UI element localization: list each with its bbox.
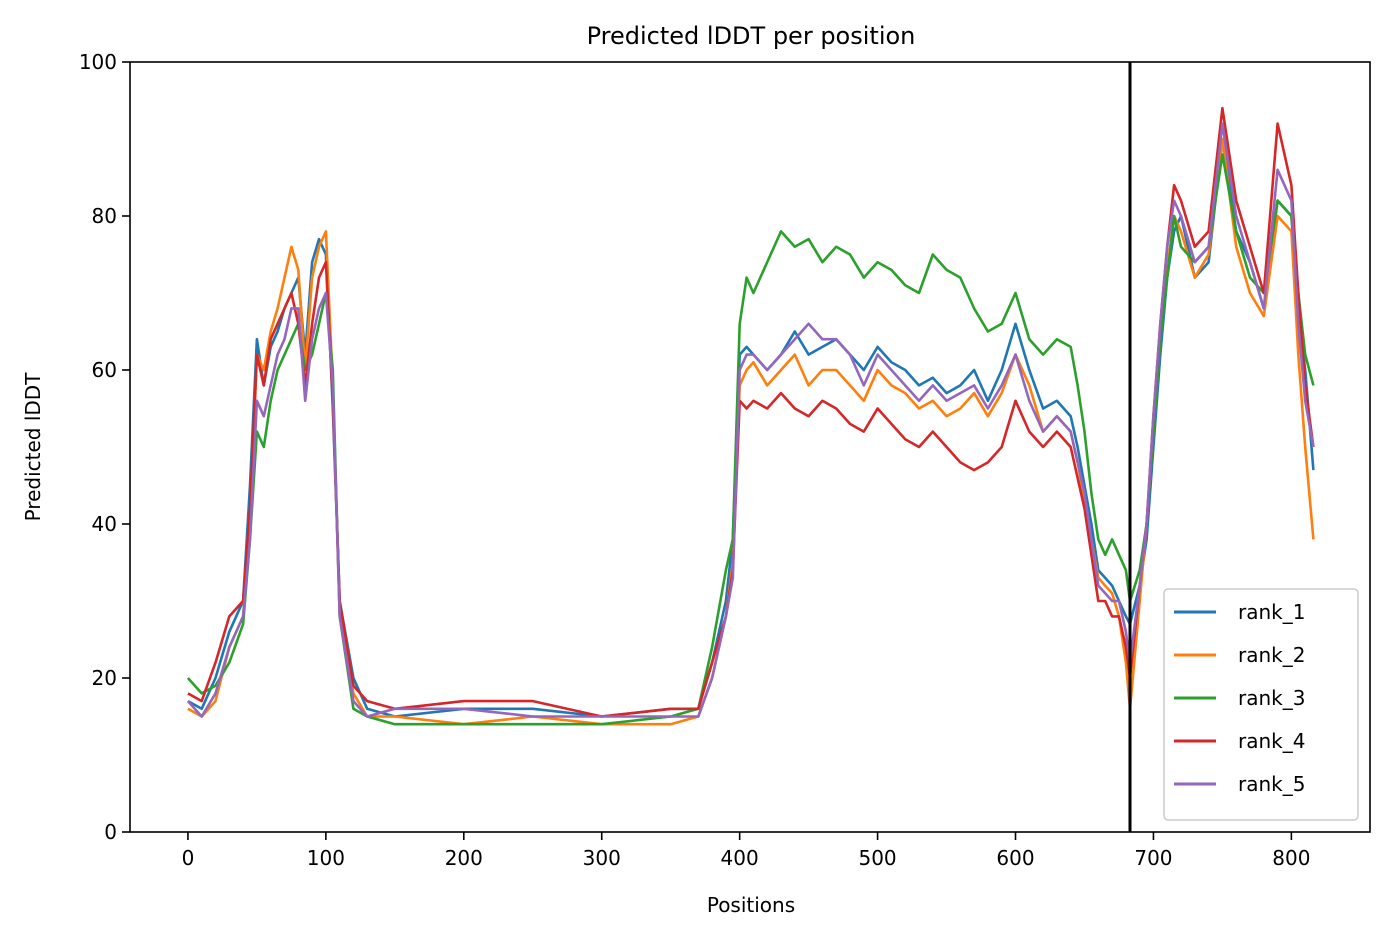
x-tick-label: 0 (182, 846, 195, 870)
series-line-rank_4 (187, 106, 1315, 718)
y-tick-label: 80 (92, 204, 117, 228)
x-axis: 0 100 200 300 400 500 600 700 800 (182, 832, 1310, 870)
x-tick-label: 300 (583, 846, 621, 870)
x-tick-label: 400 (721, 846, 759, 870)
legend: rank_1 rank_2 rank_3 rank_4 rank_5 (1163, 588, 1359, 821)
series-line-rank_3 (186, 153, 1315, 726)
legend-label: rank_1 (1238, 600, 1305, 624)
y-axis-title: Predicted lDDT (21, 372, 45, 522)
series-line-rank_1 (187, 137, 1315, 718)
x-tick-label: 200 (445, 846, 483, 870)
y-tick-label: 60 (92, 358, 117, 382)
y-tick-label: 100 (79, 50, 117, 74)
legend-label: rank_2 (1238, 643, 1305, 667)
y-axis: 0 20 40 60 80 100 (79, 50, 130, 844)
plot-frame (129, 61, 1371, 833)
x-tick-label: 100 (307, 846, 345, 870)
y-tick-label: 0 (104, 820, 117, 844)
plot-area (186, 62, 1315, 832)
series-line-rank_2 (187, 137, 1315, 726)
series-layer (186, 106, 1315, 726)
legend-label: rank_3 (1238, 686, 1305, 710)
legend-label: rank_4 (1238, 729, 1305, 753)
x-tick-label: 500 (858, 846, 896, 870)
x-tick-label: 800 (1272, 846, 1310, 870)
x-tick-label: 600 (996, 846, 1034, 870)
y-tick-label: 20 (92, 666, 117, 690)
series-line-rank_5 (186, 122, 1315, 718)
chart-title: Predicted lDDT per position (587, 22, 916, 50)
x-axis-title: Positions (707, 893, 795, 917)
legend-box (1163, 588, 1359, 821)
legend-label: rank_5 (1238, 772, 1305, 796)
y-tick-label: 40 (92, 512, 117, 536)
x-tick-label: 700 (1134, 846, 1172, 870)
